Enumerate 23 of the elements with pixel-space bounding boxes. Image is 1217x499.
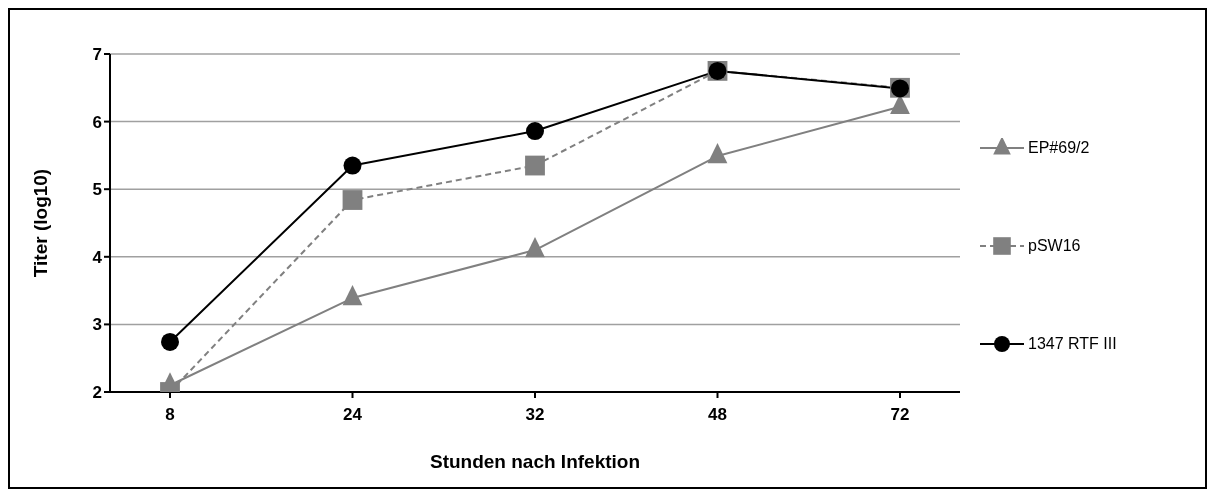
x-tick-label: 72: [890, 405, 910, 425]
legend-label: pSW16: [1028, 237, 1081, 255]
point: [707, 143, 728, 164]
y-tick-label: 7: [92, 45, 102, 65]
y-tick-label: 3: [92, 315, 102, 335]
x-tick-label: 8: [165, 405, 175, 425]
point: [342, 284, 363, 306]
legend-label: 1347 RTF III: [1028, 335, 1117, 353]
x-tick-label: 48: [708, 405, 727, 425]
point: [343, 156, 362, 175]
y-tick-label: 4: [92, 247, 103, 267]
y-axis-title: Titer (log10): [29, 168, 51, 278]
y-tick-label: 5: [92, 180, 102, 200]
x-tick-label: 32: [525, 405, 545, 425]
legend-label: EP#69/2: [1028, 139, 1090, 157]
point: [525, 236, 545, 258]
y-tick-label: 2: [92, 383, 102, 403]
point: [526, 122, 544, 141]
point: [342, 190, 363, 210]
point: [525, 155, 545, 176]
y-tick-label: 6: [92, 112, 102, 132]
x-tick-label: 24: [343, 405, 363, 425]
x-axis-title: Stunden nach Infektion: [429, 451, 641, 472]
